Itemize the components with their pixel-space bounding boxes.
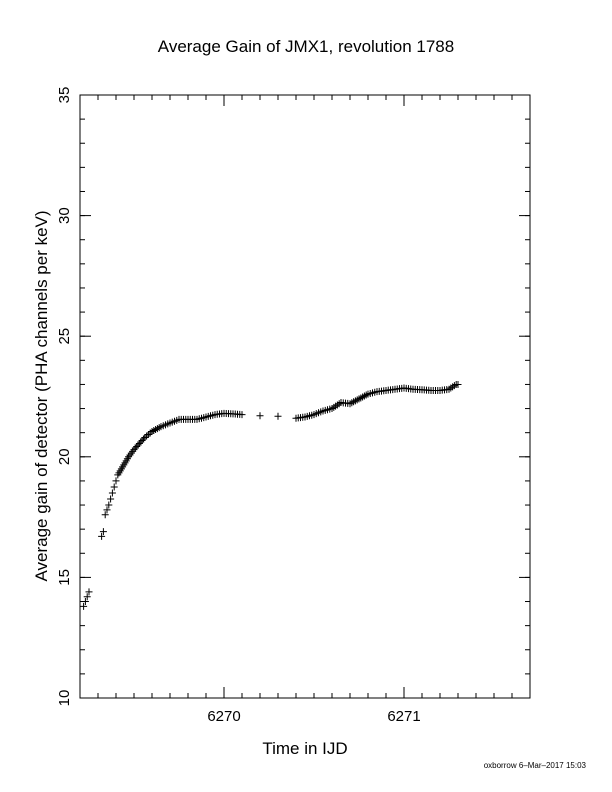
data-point: [350, 398, 358, 406]
data-point: [449, 383, 457, 391]
data-point: [108, 489, 116, 497]
data-point: [125, 453, 133, 461]
data-point: [359, 393, 367, 401]
data-point: [150, 427, 158, 435]
data-point: [445, 385, 453, 393]
data-point: [274, 412, 282, 420]
data-point: [101, 511, 109, 519]
data-point: [454, 380, 462, 388]
data-point: [351, 397, 359, 405]
data-point: [127, 449, 135, 457]
data-point: [348, 399, 356, 407]
data-point: [144, 430, 152, 438]
data-point: [83, 593, 91, 601]
y-tick-label: 15: [56, 569, 73, 586]
x-minor-ticks: [97, 95, 531, 698]
y-major-ticks: 10 15 20 25 30 35: [56, 87, 530, 707]
data-point: [99, 528, 107, 536]
data-point: [155, 424, 163, 432]
data-point: [346, 400, 354, 408]
data-point: [110, 483, 118, 491]
data-point: [126, 451, 134, 459]
data-point: [103, 506, 111, 514]
data-point: [355, 395, 363, 403]
data-point: [357, 394, 365, 402]
data-point: [333, 401, 341, 409]
data-point: [143, 432, 151, 440]
data-point: [81, 598, 89, 606]
y-tick-label: 10: [56, 690, 73, 707]
data-points: [80, 380, 462, 610]
data-point: [353, 396, 361, 404]
data-point: [330, 403, 338, 411]
data-point: [107, 495, 115, 503]
footer-timestamp: oxborrow 6–Mar–2017 15:03: [484, 761, 587, 770]
x-tick-label: 6270: [207, 708, 240, 725]
data-point: [328, 405, 336, 413]
data-point: [153, 425, 161, 433]
chart-title: Average Gain of JMX1, revolution 1788: [158, 37, 454, 56]
data-point: [450, 382, 458, 390]
x-major-ticks: 6270 6271: [207, 95, 421, 725]
data-point: [148, 427, 156, 435]
data-point: [238, 411, 246, 419]
data-point: [152, 426, 160, 434]
data-point: [98, 532, 106, 540]
data-point: [360, 392, 368, 400]
y-tick-label: 25: [56, 328, 73, 345]
data-point: [447, 384, 455, 392]
data-point: [112, 477, 120, 485]
data-point: [85, 588, 93, 596]
y-tick-label: 35: [56, 87, 73, 104]
data-point: [256, 412, 264, 420]
data-point: [146, 429, 154, 437]
y-axis-label: Average gain of detector (PHA channels p…: [32, 210, 51, 581]
y-tick-label: 20: [56, 448, 73, 465]
data-point: [332, 402, 340, 410]
data-point: [141, 434, 149, 442]
data-point: [362, 391, 370, 399]
y-minor-ticks: [80, 94, 530, 699]
y-tick-label: 30: [56, 207, 73, 224]
plot-frame: [79, 94, 531, 699]
x-tick-label: 6271: [387, 708, 420, 725]
x-axis-label: Time in IJD: [262, 739, 347, 758]
data-point: [139, 435, 147, 443]
data-point: [105, 501, 113, 509]
data-point: [335, 400, 343, 408]
data-point: [80, 602, 88, 610]
